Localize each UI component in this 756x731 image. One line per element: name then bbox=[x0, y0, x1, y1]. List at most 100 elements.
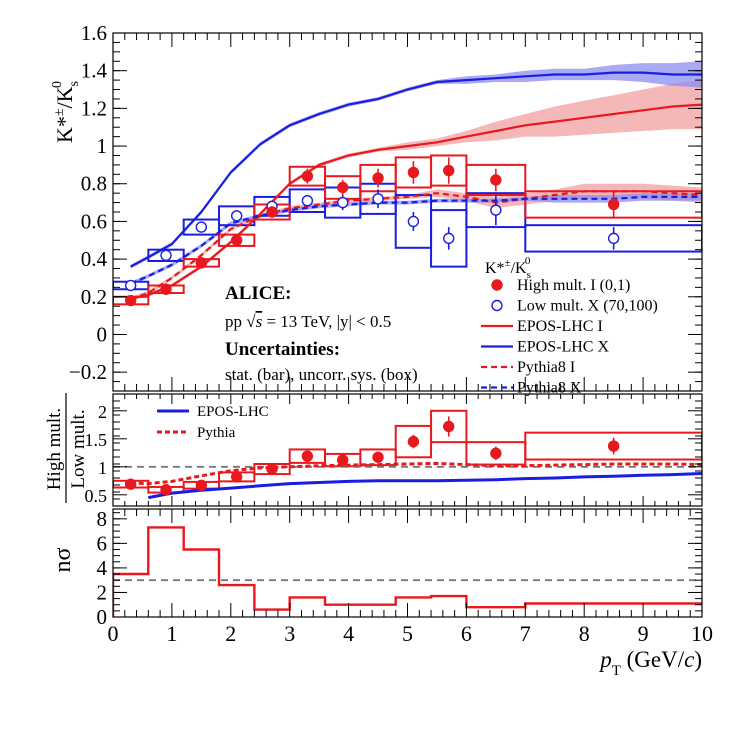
model-line bbox=[130, 461, 702, 486]
y-tick-label: 0.5 bbox=[85, 486, 108, 506]
model-line bbox=[130, 103, 702, 300]
bot-x-ticks: 0 1 2 3 4 5 6 7 8 9 10 bbox=[108, 509, 713, 646]
data-point-open bbox=[607, 232, 620, 245]
nsigma-bar bbox=[219, 585, 254, 617]
top-x-ticks bbox=[112, 33, 703, 391]
y-tick-label: 1.5 bbox=[85, 430, 108, 450]
sys-box bbox=[430, 409, 468, 444]
data-point-open bbox=[124, 279, 137, 292]
data-point-filled bbox=[372, 172, 384, 184]
x-tick-label: 4 bbox=[343, 621, 354, 646]
y-tick-label: 1.2 bbox=[81, 96, 107, 120]
sqrt-sign: √ bbox=[246, 312, 256, 331]
x-tick-label: 0 bbox=[108, 621, 119, 646]
ratio-denominator: Low mult. bbox=[68, 409, 89, 488]
data-point-filled bbox=[337, 454, 349, 466]
y-tick-label: 1 bbox=[98, 458, 107, 478]
data-point-filled bbox=[607, 440, 620, 452]
data-point-filled bbox=[195, 479, 208, 491]
top-sys-boxes bbox=[113, 154, 702, 306]
legend-label: Pythia8 I bbox=[517, 359, 575, 376]
legend-marker bbox=[491, 279, 503, 291]
data-point-filled bbox=[160, 283, 172, 295]
model-line bbox=[130, 195, 702, 285]
legend-label: Low mult. X (70,100) bbox=[517, 298, 658, 315]
mid-y-axis-title: High mult. Low mult. bbox=[44, 393, 89, 503]
y-tick-label: 2 bbox=[97, 580, 108, 604]
bot-y-axis-title: nσ bbox=[50, 547, 76, 572]
legend-label: EPOS-LHC I bbox=[517, 318, 603, 335]
x-tick-label: 10 bbox=[691, 621, 713, 646]
y-tick-label: 8 bbox=[97, 507, 108, 531]
data-point-filled bbox=[301, 450, 314, 462]
mid-y-ticks: 0.5 1 1.5 2 bbox=[85, 393, 702, 507]
y-tick-label: 1 bbox=[97, 134, 108, 158]
x-tick-label: 3 bbox=[284, 621, 295, 646]
sys-box bbox=[430, 209, 468, 268]
model-band bbox=[130, 61, 702, 269]
x-tick-label: 6 bbox=[461, 621, 472, 646]
data-point-open bbox=[301, 194, 314, 207]
data-point-filled bbox=[407, 166, 420, 179]
data-point-filled bbox=[230, 471, 243, 483]
legend-label: Pythia bbox=[197, 425, 236, 441]
alice-label: ALICE: bbox=[225, 283, 292, 304]
data-point-filled bbox=[301, 170, 314, 182]
legend-header: K*±/Ks0 bbox=[485, 255, 531, 281]
model-line bbox=[130, 71, 702, 268]
model-line bbox=[148, 472, 702, 500]
data-point-filled bbox=[607, 198, 620, 211]
y-tick-label: 1.4 bbox=[81, 59, 108, 83]
y-tick-label: 1.6 bbox=[81, 21, 107, 45]
sys-box bbox=[182, 218, 221, 236]
mid-points bbox=[124, 416, 620, 496]
y-tick-label: 0.2 bbox=[81, 285, 107, 309]
nsigma-bar bbox=[325, 605, 360, 617]
y-tick-label: 0 bbox=[97, 605, 108, 629]
model-band bbox=[130, 80, 702, 301]
legend-label: High mult. I (0,1) bbox=[517, 277, 630, 294]
top-y-ticks: −0.2 0 0.2 0.4 0.6 0.8 1 1.2 1.4 1.6 bbox=[69, 21, 702, 392]
energy-label: pp √s = 13 TeV, |y| < 0.5 bbox=[225, 312, 391, 331]
y-tick-label: 2 bbox=[98, 402, 107, 422]
y-tick-label: 0.6 bbox=[81, 209, 107, 233]
nsigma-bar bbox=[184, 550, 219, 618]
ratio-numerator: High mult. bbox=[44, 408, 65, 490]
model-line bbox=[130, 190, 702, 300]
top-points bbox=[124, 157, 620, 307]
uncertainties-text: stat. (bar), uncorr. sys. (box) bbox=[225, 365, 418, 384]
legend-label: EPOS-LHC X bbox=[517, 339, 609, 356]
data-point-open bbox=[490, 204, 502, 216]
data-point-filled bbox=[490, 174, 502, 186]
mid-model-lines bbox=[130, 461, 702, 500]
bot-histogram bbox=[113, 526, 702, 618]
y-tick-label: 0.4 bbox=[81, 247, 108, 271]
data-point-filled bbox=[195, 257, 208, 269]
data-point-filled bbox=[230, 234, 243, 246]
x-tick-label: 9 bbox=[638, 621, 649, 646]
data-point-filled bbox=[266, 206, 278, 218]
y-tick-label: −0.2 bbox=[69, 360, 107, 384]
data-point-filled bbox=[160, 484, 172, 496]
legend-entries: High mult. I (0,1) Low mult. X (70,100) EP… bbox=[481, 277, 658, 397]
top-bands bbox=[130, 61, 702, 301]
data-point-filled bbox=[407, 435, 420, 448]
nsigma-bar bbox=[431, 596, 466, 617]
mid-legend: EPOS-LHC Pythia bbox=[157, 404, 269, 441]
x-axis-title: pT (GeV/c) bbox=[598, 647, 702, 679]
data-point-open bbox=[407, 215, 420, 228]
nsigma-bar bbox=[254, 610, 289, 617]
data-point-filled bbox=[124, 294, 137, 307]
top-model-lines bbox=[130, 71, 702, 300]
top-y-axis-title: K*±/Ks0 bbox=[50, 81, 82, 143]
middle-panel: 0.5 1 1.5 2 High mult. Low mult. EPOS-LHC Py… bbox=[44, 393, 703, 507]
nsigma-bar bbox=[466, 607, 525, 617]
uncertainties-title: Uncertainties: bbox=[225, 339, 340, 360]
data-point-open bbox=[230, 210, 243, 222]
legend-marker bbox=[491, 299, 503, 312]
y-tick-label: 4 bbox=[97, 556, 108, 580]
data-point-open bbox=[195, 221, 208, 233]
x-tick-label: 2 bbox=[225, 621, 236, 646]
